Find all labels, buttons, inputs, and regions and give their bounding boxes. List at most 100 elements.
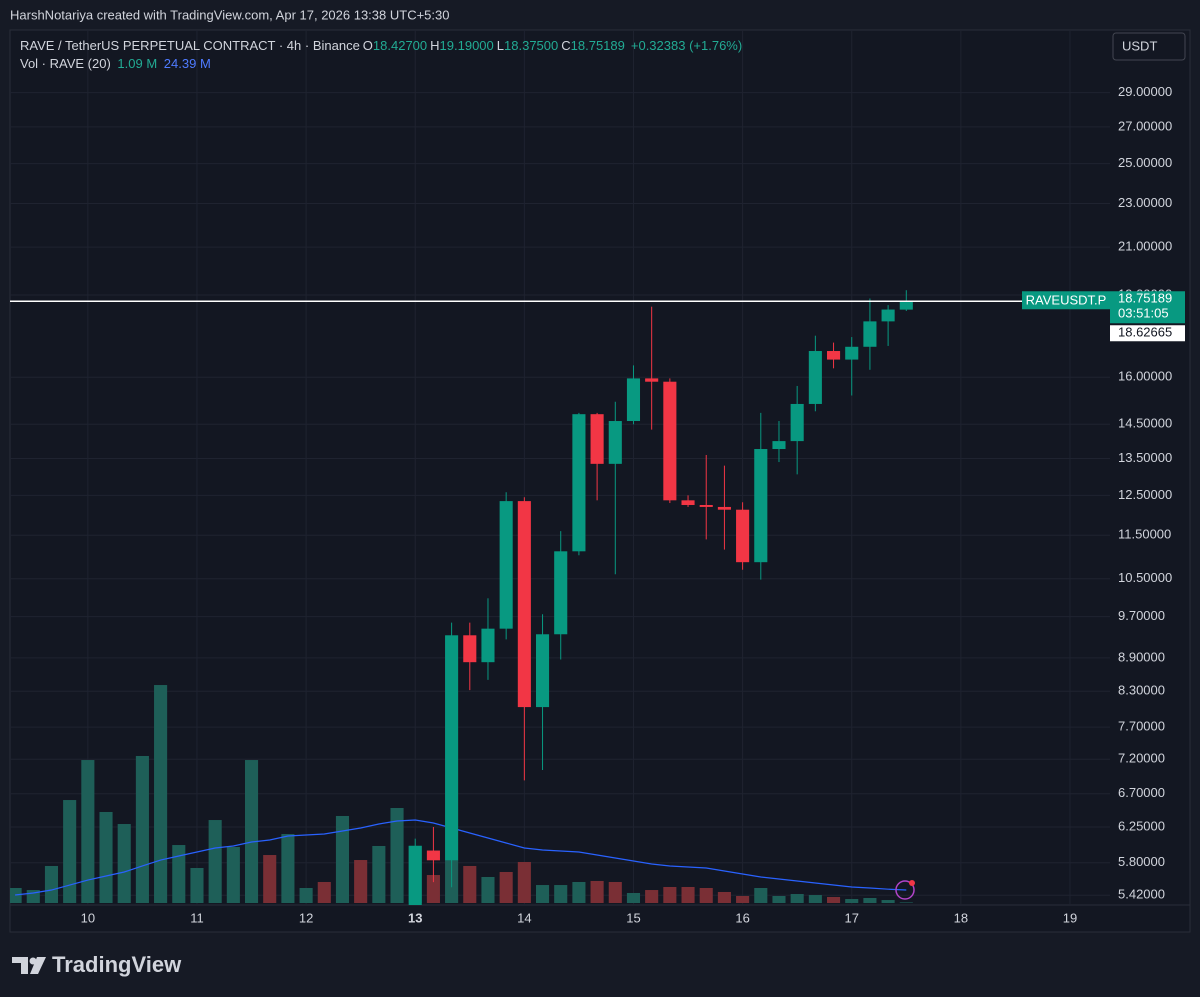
y-tick-label: 6.25000 (1118, 818, 1165, 833)
countdown: 03:51:05 (1118, 306, 1169, 321)
volume-bar (426, 875, 440, 903)
ohlc-value: 19.19000 (439, 38, 494, 53)
legend: RAVE / TetherUS PERPETUAL CONTRACT · 4h … (20, 37, 745, 73)
candle-body (681, 500, 695, 505)
ohlc: O18.42700 H19.19000 L18.37500 C18.75189 (363, 38, 628, 53)
volume-bar (481, 876, 495, 903)
y-tick-label: 14.50000 (1118, 416, 1172, 431)
candle-body (645, 378, 659, 382)
symbol-title: RAVE / TetherUS PERPETUAL CONTRACT · 4h … (20, 38, 360, 53)
x-tick-label: 13 (408, 910, 422, 925)
candle-body (663, 381, 677, 501)
logo-mark (12, 957, 28, 974)
candle-body (572, 414, 586, 552)
x-tick-label: 12 (299, 910, 313, 925)
volume-bar (845, 899, 859, 903)
volume-ma-line (15, 819, 907, 896)
price-label-box (1110, 291, 1185, 324)
logo (12, 957, 46, 974)
candle-body (445, 635, 459, 861)
ohlc-label: L (496, 38, 505, 53)
y-tick-label: 27.00000 (1118, 118, 1172, 133)
y-tick-label: 8.90000 (1118, 649, 1165, 664)
volume-bar (117, 824, 131, 903)
y-tick-label: 29.00000 (1118, 84, 1172, 99)
last-price-label: 18.75189 (1118, 291, 1172, 306)
volume-bar (826, 896, 841, 903)
x-tick-label: 19 (1063, 910, 1077, 925)
candle-body (699, 504, 713, 507)
volume-bar (390, 808, 404, 903)
alert-dot (909, 880, 915, 886)
volume-bar (772, 895, 786, 903)
candle-body (826, 351, 841, 360)
alert-icon[interactable] (895, 880, 915, 900)
y-tick-label: 5.80000 (1118, 854, 1165, 869)
logo-mark (30, 957, 46, 974)
volume-bar (263, 855, 277, 903)
volume-bar (572, 881, 586, 903)
volume-bar (790, 894, 804, 903)
y-tick-label: 12.50000 (1118, 487, 1172, 502)
volume-bar (208, 820, 222, 903)
candle-body (554, 551, 568, 635)
candle-body (717, 506, 731, 510)
x-tick-label: 15 (626, 910, 640, 925)
candle-body (408, 845, 422, 905)
volume-bar (881, 900, 895, 903)
candle-body (608, 421, 622, 464)
footer-brand: TradingView (52, 952, 182, 977)
x-tick-label: 11 (190, 910, 204, 925)
y-tick-label: 11.50000 (1118, 527, 1171, 542)
candle-body (736, 509, 750, 563)
y-tick-label: 7.70000 (1118, 719, 1165, 734)
candle-body (626, 378, 641, 422)
candle-body (426, 850, 440, 861)
candle-body (863, 321, 877, 347)
volume-bar (717, 891, 731, 903)
watermark: HarshNotariya created with TradingView.c… (10, 7, 449, 22)
y-tick-label: 23.00000 (1118, 195, 1172, 210)
legend-row: Vol · RAVE (20) 1.09 M 24.39 M (20, 55, 745, 73)
volume-bar (44, 865, 59, 903)
symbol-label-box (1022, 291, 1110, 310)
volume-bar (63, 800, 77, 903)
volume-bar (354, 860, 368, 903)
candle-body (590, 414, 604, 464)
volume-bar (81, 760, 95, 903)
volume-ma: 24.39 M (163, 56, 211, 71)
currency-box[interactable] (1112, 32, 1186, 61)
symbol-label: RAVEUSDT.P (1026, 293, 1107, 308)
volume-bar (899, 902, 913, 903)
ohlc-value: 18.37500 (504, 38, 559, 53)
y-tick-label: 7.20000 (1118, 751, 1165, 766)
candle-body (481, 628, 495, 663)
candle-body (535, 634, 550, 708)
candle-body (517, 501, 531, 708)
change: +0.32383 (+1.76%) (630, 38, 743, 53)
candle-body (754, 449, 768, 563)
ohlc-value: 18.42700 (372, 38, 428, 53)
price-marker-box (1110, 325, 1185, 342)
ohlc-label: O (362, 38, 373, 53)
y-tick-label: 5.42000 (1118, 887, 1165, 902)
volume-bar (172, 845, 186, 903)
volume-bar (463, 865, 477, 903)
volume-bar (699, 888, 713, 903)
x-tick-label: 18 (954, 910, 968, 925)
volume-bar (135, 755, 149, 903)
volume-bar (226, 846, 240, 903)
volume-bar (590, 880, 604, 903)
volume-bar (754, 888, 768, 903)
volume-bar (499, 871, 513, 903)
y-tick-label: 10.50000 (1118, 570, 1172, 585)
volume-bar (736, 895, 750, 903)
candle-body (845, 346, 859, 360)
volume-title: Vol · RAVE (20) (20, 56, 111, 71)
volume-bar (554, 885, 568, 903)
volume-bar (608, 881, 622, 903)
candle-body (881, 309, 895, 322)
volume-bar (99, 811, 113, 903)
x-tick-label: 10 (81, 910, 95, 925)
